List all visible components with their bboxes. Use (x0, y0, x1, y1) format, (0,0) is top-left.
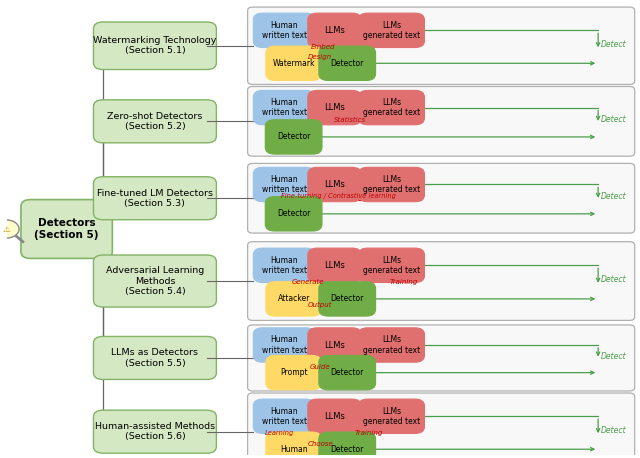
FancyBboxPatch shape (93, 177, 216, 220)
Text: Human
written text: Human written text (262, 407, 307, 426)
Text: Adversarial Learning
Methods
(Section 5.4): Adversarial Learning Methods (Section 5.… (106, 266, 204, 296)
FancyBboxPatch shape (93, 100, 216, 143)
Text: Detect: Detect (601, 192, 627, 202)
FancyBboxPatch shape (266, 46, 321, 81)
FancyBboxPatch shape (308, 90, 362, 125)
Text: Detect: Detect (601, 115, 627, 125)
Text: Human
written text: Human written text (262, 335, 307, 354)
Text: Detect: Detect (601, 352, 627, 361)
Text: Detector: Detector (330, 445, 364, 454)
Text: Detector: Detector (277, 132, 310, 142)
Text: Human
written text: Human written text (262, 175, 307, 194)
Text: LLMs
generated text: LLMs generated text (363, 21, 420, 40)
FancyBboxPatch shape (358, 328, 424, 362)
FancyBboxPatch shape (93, 255, 216, 307)
FancyBboxPatch shape (308, 167, 362, 202)
FancyBboxPatch shape (248, 164, 635, 233)
FancyBboxPatch shape (253, 399, 315, 433)
Text: Watermarking Technology
(Section 5.1): Watermarking Technology (Section 5.1) (93, 36, 216, 55)
Text: Detect: Detect (601, 426, 627, 435)
FancyBboxPatch shape (253, 90, 315, 125)
Text: Guide: Guide (310, 364, 330, 370)
Text: Human-assisted Methods
(Section 5.6): Human-assisted Methods (Section 5.6) (95, 422, 215, 442)
FancyBboxPatch shape (248, 87, 635, 156)
FancyBboxPatch shape (253, 248, 315, 283)
FancyBboxPatch shape (266, 282, 321, 316)
Text: Detector: Detector (330, 294, 364, 303)
FancyBboxPatch shape (358, 13, 424, 48)
FancyBboxPatch shape (93, 337, 216, 379)
Text: Training: Training (355, 430, 383, 436)
Text: LLMs: LLMs (324, 340, 345, 349)
FancyBboxPatch shape (319, 282, 376, 316)
FancyBboxPatch shape (248, 7, 635, 84)
Text: Design: Design (308, 55, 332, 60)
FancyBboxPatch shape (253, 167, 315, 202)
Text: Attacker: Attacker (278, 294, 310, 303)
Text: LLMs
generated text: LLMs generated text (363, 256, 420, 275)
Text: Learning: Learning (265, 430, 294, 436)
Text: LLMs: LLMs (324, 103, 345, 112)
Text: Detector: Detector (330, 368, 364, 377)
Text: LLMs: LLMs (324, 412, 345, 421)
FancyBboxPatch shape (308, 248, 362, 283)
FancyBboxPatch shape (248, 393, 635, 458)
FancyBboxPatch shape (248, 242, 635, 321)
Text: Human: Human (280, 445, 307, 454)
FancyBboxPatch shape (319, 355, 376, 390)
Text: Statistics: Statistics (334, 117, 367, 123)
Text: Detectors
(Section 5): Detectors (Section 5) (35, 218, 99, 240)
FancyBboxPatch shape (358, 90, 424, 125)
FancyBboxPatch shape (358, 399, 424, 433)
Text: Output: Output (308, 302, 332, 308)
Text: Detect: Detect (601, 275, 627, 284)
FancyBboxPatch shape (308, 328, 362, 362)
FancyBboxPatch shape (265, 120, 322, 154)
Text: Generate: Generate (292, 279, 324, 285)
Text: Zero-shot Detectors
(Section 5.2): Zero-shot Detectors (Section 5.2) (108, 112, 203, 131)
Text: Detector: Detector (277, 209, 310, 218)
Text: ⚠: ⚠ (3, 224, 10, 234)
Text: Fine-turning / Contrastive learning: Fine-turning / Contrastive learning (282, 193, 396, 199)
Text: Embed: Embed (311, 44, 335, 50)
Text: LLMs as Detectors
(Section 5.5): LLMs as Detectors (Section 5.5) (111, 348, 198, 368)
Text: Training: Training (390, 279, 418, 285)
FancyBboxPatch shape (248, 325, 635, 391)
Circle shape (0, 220, 19, 238)
Text: Detector: Detector (330, 59, 364, 68)
Text: LLMs
generated text: LLMs generated text (363, 175, 420, 194)
FancyBboxPatch shape (319, 46, 376, 81)
FancyBboxPatch shape (266, 432, 321, 458)
FancyBboxPatch shape (93, 22, 216, 70)
Text: Watermark: Watermark (273, 59, 315, 68)
Text: LLMs
generated text: LLMs generated text (363, 98, 420, 117)
Text: LLMs
generated text: LLMs generated text (363, 335, 420, 354)
Text: Choose: Choose (307, 441, 333, 447)
FancyBboxPatch shape (253, 13, 315, 48)
FancyBboxPatch shape (93, 410, 216, 453)
FancyBboxPatch shape (308, 13, 362, 48)
FancyBboxPatch shape (358, 167, 424, 202)
Text: Fine-tuned LM Detectors
(Section 5.3): Fine-tuned LM Detectors (Section 5.3) (97, 189, 213, 208)
FancyBboxPatch shape (319, 432, 376, 458)
Text: Prompt: Prompt (280, 368, 307, 377)
Text: Human
written text: Human written text (262, 256, 307, 275)
Text: LLMs
generated text: LLMs generated text (363, 407, 420, 426)
Text: LLMs: LLMs (324, 261, 345, 270)
FancyBboxPatch shape (265, 196, 322, 231)
Text: Human
written text: Human written text (262, 98, 307, 117)
Text: LLMs: LLMs (324, 26, 345, 35)
FancyBboxPatch shape (308, 399, 362, 433)
Text: LLMs: LLMs (324, 180, 345, 189)
Text: Human
written text: Human written text (262, 21, 307, 40)
FancyBboxPatch shape (266, 355, 321, 390)
FancyBboxPatch shape (253, 328, 315, 362)
FancyBboxPatch shape (358, 248, 424, 283)
Text: Detect: Detect (601, 40, 627, 49)
FancyBboxPatch shape (21, 200, 113, 258)
